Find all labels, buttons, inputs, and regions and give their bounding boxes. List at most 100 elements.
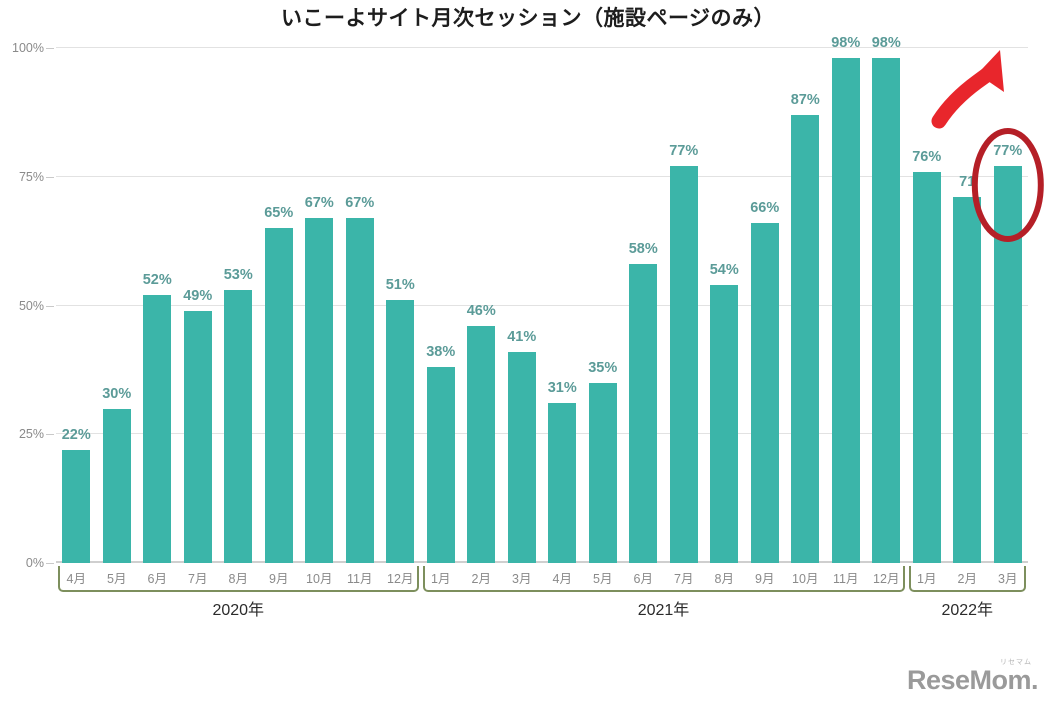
bar-value-label: 41% bbox=[507, 328, 537, 345]
bar-slot: 67% bbox=[340, 48, 381, 563]
bar[interactable] bbox=[912, 171, 941, 563]
watermark: リセマム ReseMom. bbox=[906, 659, 1039, 695]
bar-value-label: 30% bbox=[102, 385, 132, 402]
x-axis-month-label: 5月 bbox=[593, 572, 613, 586]
bar-value-label: 98% bbox=[831, 35, 861, 52]
bar-slot: 49% bbox=[178, 48, 219, 563]
x-axis-month-label: 10月 bbox=[792, 572, 819, 586]
x-axis: 4月 5月 6月 7月 8月 9月 10月 11月 12月 1月 2月 3月 4月 5月 6月 7月 8月 9月 1… bbox=[56, 565, 1028, 595]
bar-value-label: 49% bbox=[183, 287, 213, 304]
bar-value-label: 65% bbox=[264, 205, 294, 222]
bar-value-label: 98% bbox=[871, 35, 901, 52]
x-axis-month-label: 12月 bbox=[873, 572, 900, 586]
x-axis-month-label: 4月 bbox=[552, 572, 572, 586]
bar-slot: 77% bbox=[664, 48, 705, 563]
bar[interactable] bbox=[183, 310, 212, 563]
bar-slot: 51% bbox=[380, 48, 421, 563]
gridline bbox=[56, 175, 1028, 177]
gridline bbox=[56, 47, 1028, 48]
x-axis-month-label: 12月 bbox=[387, 572, 414, 586]
year-group-label: 2022年 bbox=[941, 602, 994, 619]
bar-slot: 38% bbox=[421, 48, 462, 563]
bar-value-label: 51% bbox=[385, 277, 415, 294]
bar-value-label: 67% bbox=[345, 194, 375, 211]
bar[interactable] bbox=[143, 295, 172, 563]
x-axis-month-label: 6月 bbox=[147, 572, 167, 586]
x-axis-month-label: 11月 bbox=[833, 572, 859, 586]
bar-slot: 58% bbox=[623, 48, 664, 563]
y-axis-tick-label: 0% bbox=[25, 556, 55, 570]
bar-value-label: 58% bbox=[628, 241, 658, 258]
bar[interactable] bbox=[426, 367, 455, 563]
x-axis-month-label: 7月 bbox=[188, 572, 208, 586]
y-axis-tick-label: 25% bbox=[18, 427, 55, 442]
bar-slot: 46% bbox=[461, 48, 502, 563]
year-group-axis: 2020年 2021年 2022年 bbox=[56, 566, 1028, 628]
bar[interactable] bbox=[629, 264, 658, 563]
bar-value-label: 53% bbox=[223, 267, 253, 284]
bar[interactable] bbox=[548, 403, 577, 563]
bar-slot: 41% bbox=[502, 48, 543, 563]
bar-slot: 53% bbox=[218, 48, 259, 563]
bar[interactable] bbox=[669, 166, 698, 563]
bar[interactable] bbox=[993, 166, 1022, 563]
year-bracket bbox=[908, 566, 1026, 592]
watermark-text: ReseMom. bbox=[906, 665, 1039, 695]
bar[interactable] bbox=[264, 228, 293, 563]
bar-slot: 30% bbox=[97, 48, 138, 563]
bar-series: 22% 30% 52% 49% 53% 65% 67% 67% 51% 38% 46% 41% 31% 3… bbox=[56, 35, 1029, 563]
bar[interactable] bbox=[467, 326, 496, 563]
bar[interactable] bbox=[102, 408, 131, 563]
x-axis-month-label: 9月 bbox=[755, 572, 775, 586]
x-axis-month-label: 6月 bbox=[633, 572, 653, 586]
year-bracket bbox=[422, 566, 905, 592]
x-axis-month-label: 1月 bbox=[431, 572, 451, 586]
bar-slot: 98% bbox=[826, 35, 867, 563]
bar[interactable] bbox=[831, 58, 860, 563]
bar-slot: 52% bbox=[137, 48, 178, 563]
bar-value-label: 76% bbox=[912, 148, 942, 165]
gridline bbox=[56, 433, 1028, 435]
bar-slot: 87% bbox=[785, 48, 826, 563]
x-axis-month-label: 3月 bbox=[512, 572, 532, 586]
bar-value-label: 52% bbox=[142, 272, 172, 289]
bar-value-label: 67% bbox=[304, 194, 334, 211]
bar[interactable] bbox=[386, 300, 415, 563]
bar[interactable] bbox=[507, 351, 536, 563]
bar[interactable] bbox=[62, 449, 91, 563]
bar-slot: 71 bbox=[947, 48, 988, 563]
bar-value-label: 54% bbox=[709, 261, 739, 278]
bar-slot: 67% bbox=[299, 48, 340, 563]
year-group-label: 2020年 bbox=[212, 602, 265, 619]
bar[interactable] bbox=[750, 223, 779, 563]
bar[interactable] bbox=[872, 58, 901, 563]
x-axis-month-label: 5月 bbox=[107, 572, 127, 586]
bar-slot: 65% bbox=[259, 48, 300, 563]
year-group-label: 2021年 bbox=[637, 602, 690, 619]
bar-value-label: 31% bbox=[547, 380, 577, 397]
x-axis-month-label: 8月 bbox=[228, 572, 248, 586]
bar[interactable] bbox=[305, 217, 334, 563]
bar[interactable] bbox=[588, 382, 617, 563]
gridline bbox=[56, 304, 1028, 306]
x-axis-month-label: 11月 bbox=[347, 572, 373, 586]
bar[interactable] bbox=[224, 290, 253, 563]
bar-value-label: 22% bbox=[61, 426, 91, 443]
plot-area: 22% 30% 52% 49% 53% 65% 67% 67% 51% 38% 46% 41% 31% 3… bbox=[56, 35, 1029, 563]
year-bracket bbox=[58, 566, 419, 592]
y-axis: 0% 25% 50% 75% 100% bbox=[0, 41, 55, 570]
bar-value-label: 35% bbox=[588, 359, 618, 376]
bar-slot: 77% bbox=[988, 48, 1029, 563]
bar-value-label: 46% bbox=[466, 303, 496, 320]
bar-value-label: 77% bbox=[669, 143, 699, 160]
bar-slot: 76% bbox=[907, 48, 948, 563]
x-axis-month-label: 8月 bbox=[714, 572, 734, 586]
x-axis-month-label: 10月 bbox=[306, 572, 333, 586]
bar[interactable] bbox=[345, 217, 374, 563]
axis-baseline bbox=[56, 561, 1028, 563]
x-axis-month-label: 3月 bbox=[998, 572, 1018, 586]
bar[interactable] bbox=[710, 284, 739, 563]
bar[interactable] bbox=[953, 197, 982, 563]
bar[interactable] bbox=[791, 114, 820, 563]
